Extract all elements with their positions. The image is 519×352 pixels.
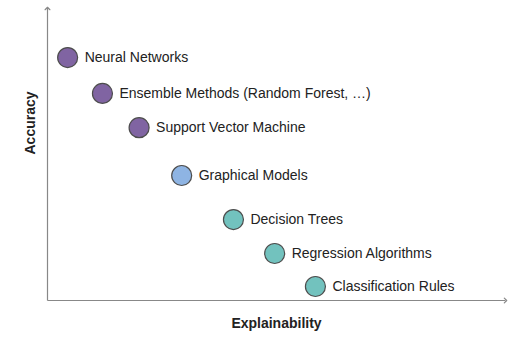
svg-text:Accuracy: Accuracy [22,91,38,154]
svg-text:Decision Trees: Decision Trees [250,211,343,227]
svg-text:Neural Networks: Neural Networks [85,49,188,65]
svg-text:Support Vector Machine: Support Vector Machine [156,119,306,135]
svg-text:Regression Algorithms: Regression Algorithms [292,245,432,261]
svg-text:Ensemble Methods (Random Fores: Ensemble Methods (Random Forest, …) [119,85,370,101]
svg-text:Graphical Models: Graphical Models [199,167,308,183]
svg-text:Classification Rules: Classification Rules [332,278,454,294]
svg-text:Explainability: Explainability [231,315,321,331]
